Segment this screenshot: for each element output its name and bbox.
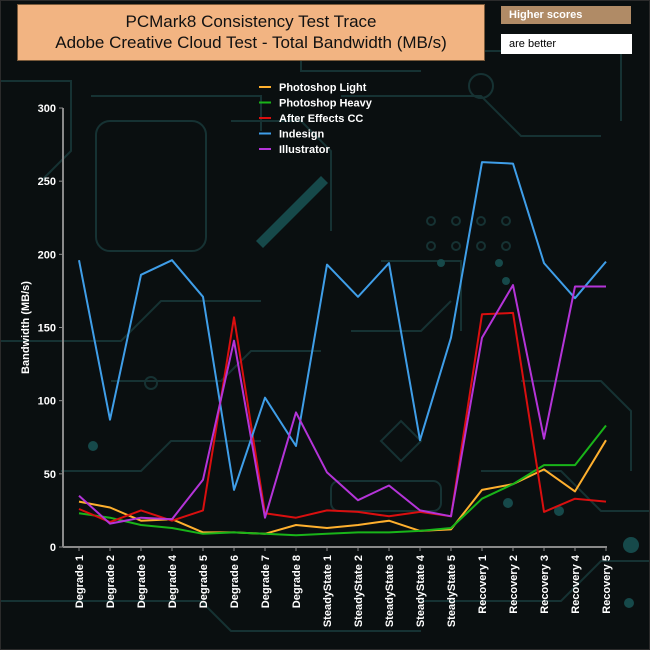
chart-subtitle: Adobe Creative Cloud Test - Total Bandwi…: [55, 33, 447, 52]
higher-scores-note: Higher scores: [501, 6, 631, 24]
x-tick-label: Degrade 4: [167, 554, 179, 608]
x-tick-label: Degrade 5: [198, 555, 210, 608]
chart-title-box: PCMark8 Consistency Test Trace Adobe Cre…: [17, 4, 485, 61]
legend-label-photoshop-light: Photoshop Light: [279, 82, 367, 94]
y-tick-label: 100: [38, 396, 56, 408]
y-tick-label: 0: [50, 542, 56, 554]
x-tick-label: Recovery 3: [539, 555, 551, 614]
y-tick-label: 50: [44, 469, 56, 481]
y-tick-label: 300: [38, 103, 56, 115]
y-tick-label: 200: [38, 249, 56, 261]
are-better-note: are better: [501, 34, 632, 54]
x-tick-label: SteadyState 3: [384, 555, 396, 627]
chart-legend: Photoshop Light Photoshop Heavy After Effe…: [259, 82, 373, 156]
series-line-after-effects-cc: [78, 311, 607, 524]
x-tick-label: Degrade 3: [136, 555, 148, 608]
series-line-indesign: [78, 161, 607, 491]
x-tick-label: Degrade 8: [291, 555, 303, 608]
y-tick-label: 150: [38, 323, 56, 335]
x-tick-label: Recovery 2: [508, 555, 520, 614]
x-tick-label: Degrade 1: [74, 555, 86, 608]
y-tick-label: 250: [38, 176, 56, 188]
x-tick-label: SteadyState 4: [415, 554, 427, 627]
legend-label-illustrator: Illustrator: [279, 144, 330, 156]
x-tick-label: Degrade 7: [260, 555, 272, 608]
y-axis-title: Bandwidth (MB/s): [20, 281, 32, 374]
legend-label-after-effects-cc: After Effects CC: [279, 113, 363, 125]
chart-title: PCMark8 Consistency Test Trace: [125, 12, 377, 31]
x-tick-label: Degrade 6: [229, 555, 241, 608]
x-tick-label: Recovery 1: [477, 555, 489, 614]
legend-label-photoshop-heavy: Photoshop Heavy: [279, 98, 373, 110]
chart-axes: 0 50 100 150 200 250 300 Bandwidth (MB/s) Degrad…: [20, 103, 613, 627]
x-tick-label: Recovery 5: [601, 555, 613, 614]
x-tick-label: SteadyState 2: [353, 555, 365, 627]
series-lines: [78, 161, 607, 537]
series-line-photoshop-heavy: [78, 424, 607, 537]
x-tick-label: SteadyState 5: [446, 555, 458, 627]
legend-label-indesign: Indesign: [279, 129, 325, 141]
series-line-illustrator: [78, 284, 606, 525]
x-tick-label: Recovery 4: [570, 554, 582, 614]
x-tick-label: SteadyState 1: [322, 555, 334, 627]
x-tick-label: Degrade 2: [105, 555, 117, 608]
